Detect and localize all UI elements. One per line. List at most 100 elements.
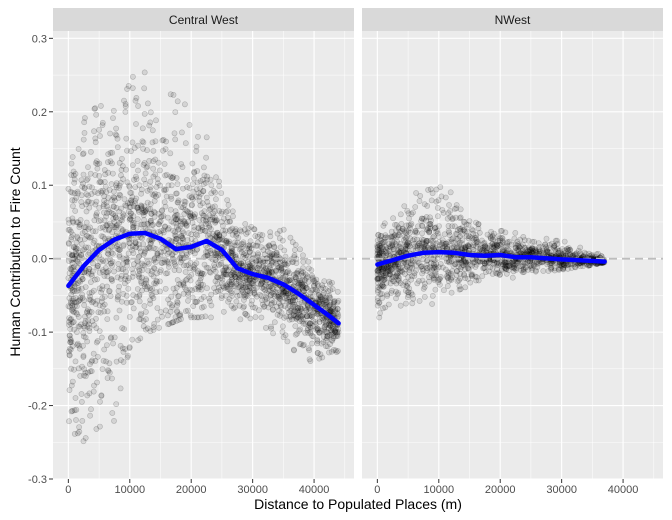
- data-point: [99, 187, 106, 194]
- data-point: [194, 298, 201, 305]
- data-point: [147, 300, 153, 307]
- y-tick-label: 0.0: [32, 254, 47, 266]
- data-point: [93, 111, 100, 118]
- data-point: [585, 262, 592, 269]
- data-point: [130, 250, 137, 256]
- data-point: [431, 225, 438, 232]
- data-point: [322, 318, 329, 325]
- data-point: [206, 222, 213, 229]
- data-point: [380, 305, 386, 312]
- data-point: [499, 235, 506, 242]
- x-tick-label: 30000: [546, 484, 577, 496]
- data-point: [95, 190, 101, 197]
- data-point: [163, 171, 170, 178]
- data-point: [219, 222, 226, 229]
- data-point: [97, 133, 103, 139]
- data-point: [203, 194, 210, 201]
- data-point: [169, 251, 175, 258]
- data-point: [277, 312, 283, 319]
- data-point: [320, 339, 327, 345]
- data-point: [123, 135, 130, 142]
- data-point: [421, 201, 428, 208]
- data-point: [88, 406, 94, 413]
- data-point: [165, 225, 172, 232]
- data-point: [150, 165, 157, 172]
- data-point: [376, 314, 383, 321]
- data-point: [255, 251, 262, 258]
- data-point: [133, 121, 139, 127]
- data-point: [561, 238, 568, 245]
- data-point: [72, 244, 79, 251]
- data-point: [75, 286, 82, 293]
- data-point: [136, 298, 143, 305]
- data-point: [449, 223, 455, 229]
- data-point: [456, 225, 463, 232]
- data-point: [131, 144, 138, 151]
- data-point: [332, 325, 339, 332]
- data-point: [98, 392, 105, 399]
- data-point: [71, 366, 77, 373]
- data-point: [302, 285, 309, 292]
- data-point: [83, 219, 90, 226]
- data-point: [142, 209, 148, 215]
- data-point: [244, 242, 251, 249]
- data-point: [67, 346, 74, 353]
- data-point: [408, 220, 415, 227]
- data-point: [174, 298, 181, 305]
- data-point: [535, 246, 542, 253]
- data-point: [280, 334, 287, 341]
- data-point: [188, 231, 195, 238]
- data-point: [238, 260, 245, 267]
- data-point: [252, 314, 259, 320]
- data-point: [74, 245, 81, 252]
- data-point: [76, 424, 82, 430]
- data-point: [158, 213, 164, 220]
- data-point: [192, 298, 199, 305]
- data-point: [121, 196, 128, 203]
- data-point: [305, 258, 312, 265]
- data-point: [84, 323, 91, 330]
- data-point: [141, 160, 148, 166]
- data-point: [448, 289, 455, 296]
- data-point: [258, 236, 265, 243]
- data-point: [249, 297, 255, 304]
- data-point: [88, 191, 95, 197]
- data-point: [273, 303, 280, 310]
- data-point: [180, 279, 186, 286]
- data-point: [69, 302, 76, 309]
- data-point: [226, 218, 233, 225]
- data-point: [268, 297, 275, 304]
- data-point: [259, 301, 266, 308]
- data-point: [224, 197, 231, 203]
- data-point: [304, 273, 311, 280]
- data-point: [168, 218, 175, 225]
- data-point: [125, 285, 132, 292]
- data-point: [300, 272, 306, 279]
- data-point: [300, 259, 307, 265]
- data-point: [267, 229, 274, 236]
- data-point: [307, 312, 314, 319]
- data-point: [147, 240, 154, 247]
- data-point: [228, 245, 235, 252]
- data-point: [221, 237, 228, 244]
- data-point: [181, 198, 188, 205]
- data-point: [79, 203, 85, 209]
- data-point: [266, 242, 273, 249]
- data-point: [147, 219, 154, 226]
- data-point: [186, 122, 193, 128]
- data-point: [79, 275, 86, 282]
- data-point: [140, 251, 147, 258]
- data-point: [274, 230, 281, 237]
- data-point: [218, 279, 225, 286]
- data-point: [190, 175, 197, 182]
- data-point: [206, 206, 213, 213]
- data-point: [110, 115, 116, 121]
- data-point: [121, 212, 127, 219]
- x-tick-label: 10000: [114, 484, 145, 496]
- data-point: [394, 246, 401, 253]
- data-point: [178, 161, 184, 167]
- data-point: [330, 335, 337, 342]
- data-point: [101, 308, 108, 315]
- data-point: [282, 273, 289, 280]
- data-point: [457, 206, 464, 213]
